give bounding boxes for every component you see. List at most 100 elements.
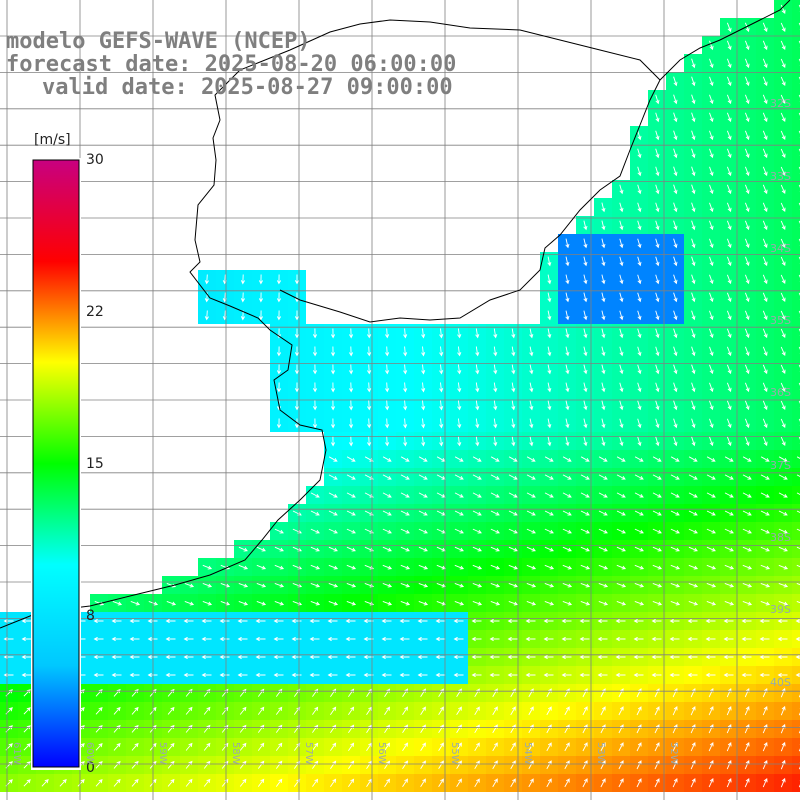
- wind-arrow: [492, 706, 498, 716]
- wind-arrow: [472, 582, 483, 588]
- wind-arrow: [345, 672, 356, 678]
- wind-arrow: [492, 742, 498, 752]
- wind-arrow: [652, 528, 662, 534]
- wind-arrow: [598, 510, 608, 516]
- wind-arrow: [3, 618, 14, 624]
- wind-arrow: [655, 382, 660, 393]
- wind-arrow: [291, 654, 302, 660]
- wind-arrow: [385, 346, 390, 357]
- wind-arrow: [673, 94, 678, 105]
- wind-arrow: [762, 40, 768, 51]
- wind-arrow: [562, 546, 572, 552]
- wind-arrow: [418, 492, 428, 498]
- wind-arrow: [619, 274, 624, 285]
- wind-arrow: [724, 564, 735, 570]
- wind-arrow: [490, 564, 501, 570]
- wind-arrow: [508, 582, 519, 588]
- wind-arrow: [510, 706, 516, 716]
- wind-arrow: [492, 760, 498, 770]
- wind-arrow: [633, 672, 644, 678]
- wind-arrow: [204, 274, 209, 285]
- wind-arrow: [742, 456, 752, 462]
- wind-arrow: [562, 600, 573, 606]
- wind-arrow: [256, 582, 267, 588]
- wind-arrow: [511, 436, 516, 447]
- wind-arrow: [331, 400, 336, 411]
- wind-arrow: [673, 328, 678, 339]
- wind-arrow: [564, 706, 570, 716]
- wind-arrow: [780, 148, 786, 158]
- wind-arrow: [670, 564, 681, 570]
- wind-arrow: [418, 456, 428, 462]
- wind-arrow: [310, 492, 320, 498]
- wind-arrow: [95, 779, 103, 787]
- wind-arrow: [382, 456, 392, 462]
- wind-arrow: [203, 706, 211, 715]
- wind-arrow: [709, 184, 714, 195]
- wind-arrow: [438, 742, 444, 752]
- wind-arrow: [709, 274, 714, 285]
- wind-arrow: [744, 148, 750, 159]
- wind-arrow: [580, 528, 590, 534]
- wind-arrow: [655, 184, 660, 195]
- wind-arrow: [543, 672, 554, 678]
- wind-arrow: [778, 474, 788, 480]
- wind-arrow: [529, 364, 534, 375]
- wind-arrow: [529, 328, 534, 339]
- wind-arrow: [3, 654, 14, 660]
- wind-arrow: [637, 328, 642, 339]
- wind-arrow: [490, 456, 500, 462]
- wind-arrow: [183, 672, 194, 678]
- wind-arrow: [274, 582, 285, 588]
- wind-arrow: [619, 202, 624, 213]
- wind-arrow: [439, 436, 444, 447]
- wind-arrow: [543, 636, 554, 642]
- wind-arrow: [346, 546, 356, 552]
- wind-arrow: [760, 546, 770, 552]
- wind-arrow: [778, 600, 789, 606]
- wind-arrow: [709, 112, 714, 123]
- wind-arrow: [655, 328, 660, 339]
- wind-arrow: [258, 274, 263, 285]
- wind-arrow: [762, 220, 768, 231]
- wind-arrow: [726, 202, 732, 213]
- wind-arrow: [529, 346, 534, 357]
- wind-arrow: [583, 256, 588, 267]
- wind-arrow: [544, 528, 554, 534]
- wind-arrow: [690, 778, 696, 788]
- wind-arrow: [291, 636, 302, 642]
- wind-arrow: [185, 742, 193, 751]
- wind-arrow: [454, 600, 465, 606]
- wind-arrow: [402, 760, 409, 770]
- wind-arrow: [544, 492, 554, 498]
- wind-arrow: [565, 274, 570, 285]
- wind-arrow: [525, 618, 536, 624]
- wind-arrow: [778, 528, 788, 534]
- wind-arrow: [580, 582, 591, 588]
- wind-arrow: [636, 760, 642, 770]
- lon-label: 59W: [157, 742, 168, 765]
- wind-arrow: [508, 546, 518, 552]
- wind-arrow: [709, 76, 714, 87]
- wind-arrow: [294, 364, 300, 375]
- wind-arrow: [726, 760, 732, 770]
- wind-arrow: [21, 654, 32, 660]
- wind-arrow: [366, 688, 373, 697]
- wind-arrow: [454, 582, 465, 588]
- wind-arrow: [131, 688, 139, 697]
- wind-arrow: [619, 436, 624, 447]
- wind-arrow: [583, 382, 588, 393]
- wind-arrow: [744, 328, 750, 339]
- wind-arrow: [597, 672, 608, 678]
- wind-arrow: [744, 238, 750, 249]
- wind-arrow: [310, 582, 321, 588]
- wind-cell: [792, 54, 800, 72]
- wind-arrow: [547, 418, 552, 429]
- wind-arrow: [726, 220, 732, 231]
- wind-arrow: [507, 654, 518, 660]
- wind-arrow: [239, 688, 247, 697]
- wind-arrow: [670, 546, 680, 552]
- wind-arrow: [652, 474, 662, 480]
- wind-arrow: [273, 636, 284, 642]
- wind-arrow: [655, 436, 660, 447]
